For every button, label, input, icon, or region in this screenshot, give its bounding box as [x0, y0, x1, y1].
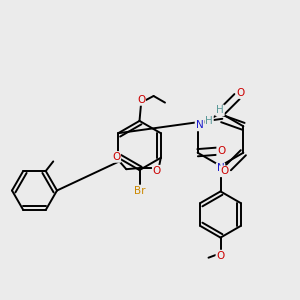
- Text: H: H: [216, 105, 224, 116]
- Text: O: O: [153, 166, 161, 176]
- Text: N: N: [217, 163, 224, 173]
- Text: O: O: [112, 152, 120, 162]
- Text: O: O: [236, 88, 245, 98]
- Text: O: O: [137, 95, 145, 105]
- Text: N: N: [196, 120, 203, 130]
- Text: O: O: [216, 250, 225, 261]
- Text: H: H: [205, 116, 213, 126]
- Text: O: O: [220, 166, 228, 176]
- Text: O: O: [217, 146, 226, 156]
- Text: Br: Br: [134, 185, 145, 196]
